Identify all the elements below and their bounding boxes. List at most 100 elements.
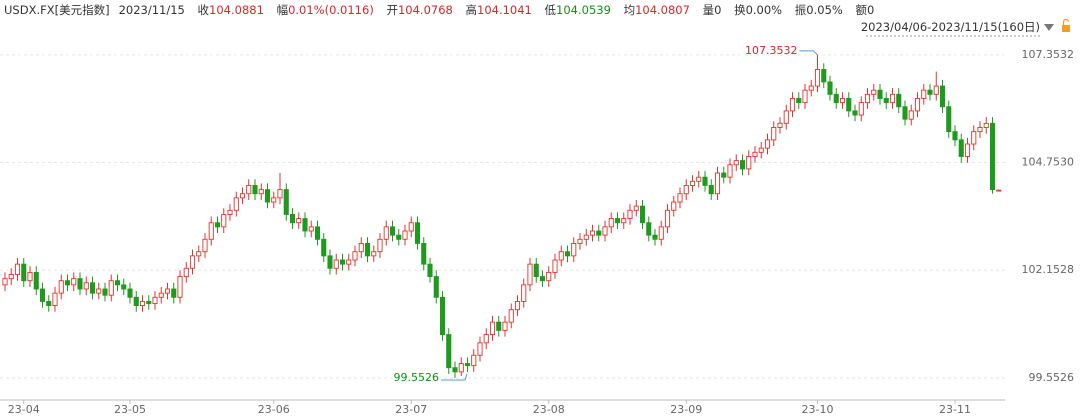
candle-body (2, 278, 8, 286)
candle-body (527, 263, 533, 286)
candle-body (171, 288, 177, 298)
candle-body (877, 89, 883, 99)
candle-body (627, 209, 633, 220)
candle-body (46, 300, 52, 307)
candle-body (364, 242, 371, 257)
lock-icon[interactable] (1062, 25, 1070, 32)
candle-body (214, 222, 221, 228)
candle-body (296, 218, 302, 224)
candle-body (52, 292, 58, 307)
candle-body (602, 226, 608, 236)
candle-body (396, 234, 402, 240)
candle-body (971, 131, 977, 145)
candle-body (421, 242, 427, 265)
x-tick-label: 23-07 (395, 403, 427, 416)
candle-body (446, 334, 452, 369)
candle-body (458, 363, 464, 373)
dropdown-arrow[interactable] (1044, 24, 1054, 31)
candle-body (239, 193, 246, 199)
candle-body (883, 98, 889, 104)
candle-body (89, 282, 96, 294)
candle-body (352, 251, 358, 261)
candle-body (927, 89, 933, 95)
candle-body (502, 321, 508, 331)
candle-body (221, 213, 227, 228)
candle-body (146, 300, 152, 304)
candle-body (277, 189, 283, 199)
candle-body (14, 263, 21, 275)
date: 2023/11/15 (118, 3, 185, 17)
candle-body (771, 127, 777, 141)
candle-body (764, 139, 771, 149)
candle-body (489, 321, 496, 336)
candle-body (433, 276, 439, 298)
candle-body (608, 218, 614, 228)
value: 0.05% (806, 3, 843, 17)
candle-body (914, 98, 921, 112)
candle-body (652, 234, 658, 240)
y-tick-label: 107.3532 (1022, 48, 1075, 61)
candle-body (571, 242, 577, 257)
candle-body (989, 122, 996, 191)
candle-body (327, 255, 333, 269)
candle-body (671, 201, 677, 211)
candle-body (133, 296, 139, 307)
label: 幅 (276, 3, 289, 17)
candle-body (414, 222, 421, 244)
candle-body (258, 189, 264, 195)
candle-body (814, 69, 821, 87)
value: 104.1041 (477, 3, 532, 17)
candle-body (758, 147, 764, 153)
candle-body (683, 185, 689, 195)
candle-body (577, 238, 583, 244)
candle-body (664, 209, 671, 228)
candle-body (33, 271, 39, 290)
candle-body (308, 226, 314, 232)
candle-body (271, 197, 277, 203)
candle-body (96, 288, 102, 294)
candle-body (558, 251, 564, 261)
x-tick-label: 23-06 (258, 403, 290, 416)
candle-body (208, 222, 214, 240)
value: 0.01%(0.0116) (288, 3, 374, 17)
candle-body (589, 230, 596, 236)
candle-body (677, 193, 683, 203)
label: 换 (734, 3, 746, 17)
y-tick-label: 102.1528 (1022, 263, 1075, 276)
candle-body (289, 213, 296, 224)
candle-body (121, 284, 127, 290)
candle-body (852, 110, 858, 116)
symbol: USDX.FX[美元指数] (4, 3, 110, 17)
candle-body (377, 238, 383, 253)
label: 额 (855, 3, 867, 17)
candle-body (321, 238, 327, 257)
candle-body (952, 131, 958, 141)
candle-body (858, 102, 864, 116)
candle-body (908, 110, 914, 120)
candle-body (158, 292, 164, 298)
range-selector[interactable]: 2023/04/06-2023/11/15(160日) (860, 20, 1040, 34)
candle-body (102, 288, 108, 296)
value: 104.0539 (556, 3, 611, 17)
value: 0 (714, 3, 722, 17)
candle-body (796, 98, 802, 104)
candle-body (696, 176, 702, 182)
candle-body (996, 189, 1002, 192)
candle-body (127, 288, 133, 298)
candle-body (496, 321, 502, 331)
candle-body (177, 276, 183, 298)
candle-body (452, 367, 458, 373)
candle-body (371, 251, 377, 257)
candle-body (839, 98, 846, 104)
candle-body (702, 176, 708, 186)
candle-body (302, 218, 308, 232)
candle-body (77, 278, 83, 290)
x-tick-label: 23-11 (939, 403, 971, 416)
x-tick-label: 23-05 (114, 403, 146, 416)
candle-body (521, 284, 527, 302)
candle-body (833, 93, 839, 104)
candle-body (752, 151, 758, 157)
candle-body (402, 230, 408, 240)
candle-body (896, 93, 902, 108)
candle-body (939, 85, 946, 108)
